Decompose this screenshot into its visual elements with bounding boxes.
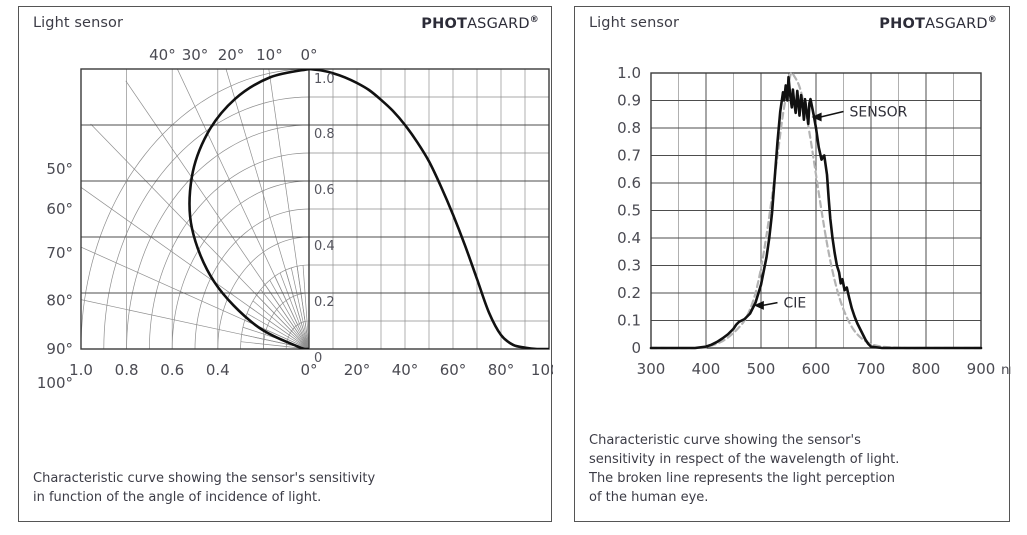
svg-text:90°: 90° (46, 340, 73, 358)
svg-text:0.7: 0.7 (617, 147, 641, 165)
x-axis-ticks-right: 300 400 500 600 700 800 900 nm (637, 360, 1011, 378)
svg-text:60°: 60° (46, 200, 73, 218)
panel-header-left: Light sensor PHOTASGARD® (33, 15, 539, 39)
polar-sensitivity-curve (188, 69, 309, 349)
svg-text:0.6: 0.6 (314, 183, 335, 198)
svg-text:40°: 40° (149, 46, 176, 64)
svg-text:0.6: 0.6 (617, 174, 641, 192)
svg-text:0.6: 0.6 (160, 361, 184, 379)
svg-text:100°: 100° (37, 374, 73, 392)
svg-text:500: 500 (747, 360, 776, 378)
caption-right: Characteristic curve showing the sensor'… (589, 433, 900, 505)
polar-grid (81, 69, 309, 349)
svg-text:400: 400 (692, 360, 721, 378)
svg-text:80°: 80° (46, 291, 73, 309)
radial-ticks-bottom: 1.0 0.8 0.6 0.4 (69, 361, 230, 379)
svg-text:60°: 60° (440, 361, 467, 379)
svg-text:40°: 40° (392, 361, 419, 379)
brand-logo-left: PHOTASGARD® (421, 15, 539, 32)
svg-text:1.0: 1.0 (69, 361, 93, 379)
registered-mark-left: ® (529, 15, 539, 25)
svg-text:0.5: 0.5 (617, 202, 641, 220)
angular-response-chart: 50° 60° 70° 80° 90° 100° 40° 30° 20° 10° 0° 1.0 0.… (19, 37, 553, 417)
svg-text:800: 800 (912, 360, 941, 378)
svg-text:0: 0 (631, 339, 641, 357)
svg-text:900: 900 (967, 360, 996, 378)
brand-regular-right: ASGARD (925, 15, 988, 32)
svg-text:nm: nm (1001, 362, 1011, 378)
panel-spectral-response: Light sensor PHOTASGARD® 0 0.1 0.2 0.3 0.4 0.… (574, 6, 1011, 522)
svg-text:300: 300 (637, 360, 666, 378)
angle-ticks-left: 50° 60° 70° 80° 90° 100° (37, 160, 73, 392)
svg-text:20°: 20° (218, 46, 245, 64)
svg-text:600: 600 (802, 360, 831, 378)
y-axis-ticks-right: 0 0.1 0.2 0.3 0.4 0.5 0.6 0.7 0.8 0.9 1.0 (617, 64, 641, 357)
svg-text:0.8: 0.8 (617, 119, 641, 137)
spectral-response-svg: 0 0.1 0.2 0.3 0.4 0.5 0.6 0.7 0.8 0.9 1.0 300 400 50… (617, 64, 1011, 378)
brand-bold-right: PHOT (879, 15, 926, 32)
spectral-response-chart: 0 0.1 0.2 0.3 0.4 0.5 0.6 0.7 0.8 0.9 1.0 300 400 50… (575, 47, 1011, 407)
svg-text:0.2: 0.2 (314, 295, 335, 310)
svg-text:1.0: 1.0 (314, 72, 335, 87)
caption-left: Characteristic curve showing the sensor'… (33, 471, 376, 505)
brand-logo-right: PHOTASGARD® (879, 15, 997, 32)
svg-text:0: 0 (314, 351, 322, 366)
spectral-gridlines (651, 72, 981, 348)
svg-text:20°: 20° (344, 361, 371, 379)
svg-text:1.0: 1.0 (617, 64, 641, 82)
svg-text:0.8: 0.8 (115, 361, 139, 379)
svg-text:CIE: CIE (784, 296, 807, 312)
panel-header-right: Light sensor PHOTASGARD® (589, 15, 997, 39)
registered-mark-right: ® (987, 15, 997, 25)
plot-frame-right (650, 72, 982, 349)
angle-ticks-top: 40° 30° 20° 10° 0° (149, 46, 317, 64)
angular-response-svg: 50° 60° 70° 80° 90° 100° 40° 30° 20° 10° 0° 1.0 0.… (37, 46, 553, 392)
svg-text:0.3: 0.3 (617, 257, 641, 275)
curve-annotations: SENSOR CIE (753, 105, 908, 312)
svg-text:0.2: 0.2 (617, 284, 641, 302)
svg-text:0.1: 0.1 (617, 312, 641, 330)
svg-text:30°: 30° (182, 46, 209, 64)
sensor-curve (649, 75, 983, 350)
svg-text:0.4: 0.4 (206, 361, 230, 379)
svg-text:0°: 0° (300, 361, 317, 379)
svg-text:0.4: 0.4 (314, 239, 335, 254)
svg-text:80°: 80° (488, 361, 515, 379)
svg-text:100°: 100° (531, 361, 553, 379)
svg-text:50°: 50° (46, 160, 73, 178)
cartesian-sensitivity-curve (309, 69, 549, 349)
svg-text:700: 700 (857, 360, 886, 378)
panel-angular-response: Light sensor PHOTASGARD® (18, 6, 553, 522)
svg-text:0.8: 0.8 (314, 127, 335, 142)
svg-text:0°: 0° (300, 46, 317, 64)
svg-text:10°: 10° (256, 46, 283, 64)
panel-title-right: Light sensor (589, 15, 680, 31)
cie-curve (649, 71, 983, 350)
angle-ticks-bottom: 0° 20° 40° 60° 80° 100° (300, 361, 553, 379)
svg-text:0.9: 0.9 (617, 92, 641, 110)
svg-text:70°: 70° (46, 244, 73, 262)
brand-regular-left: ASGARD (467, 15, 530, 32)
cartesian-grid (309, 69, 549, 349)
brand-bold-left: PHOT (421, 15, 468, 32)
panel-title-left: Light sensor (33, 15, 124, 31)
svg-text:SENSOR: SENSOR (850, 105, 908, 121)
value-ticks-center: 0 0.2 0.4 0.6 0.8 1.0 (314, 72, 335, 366)
svg-text:0.4: 0.4 (617, 229, 641, 247)
